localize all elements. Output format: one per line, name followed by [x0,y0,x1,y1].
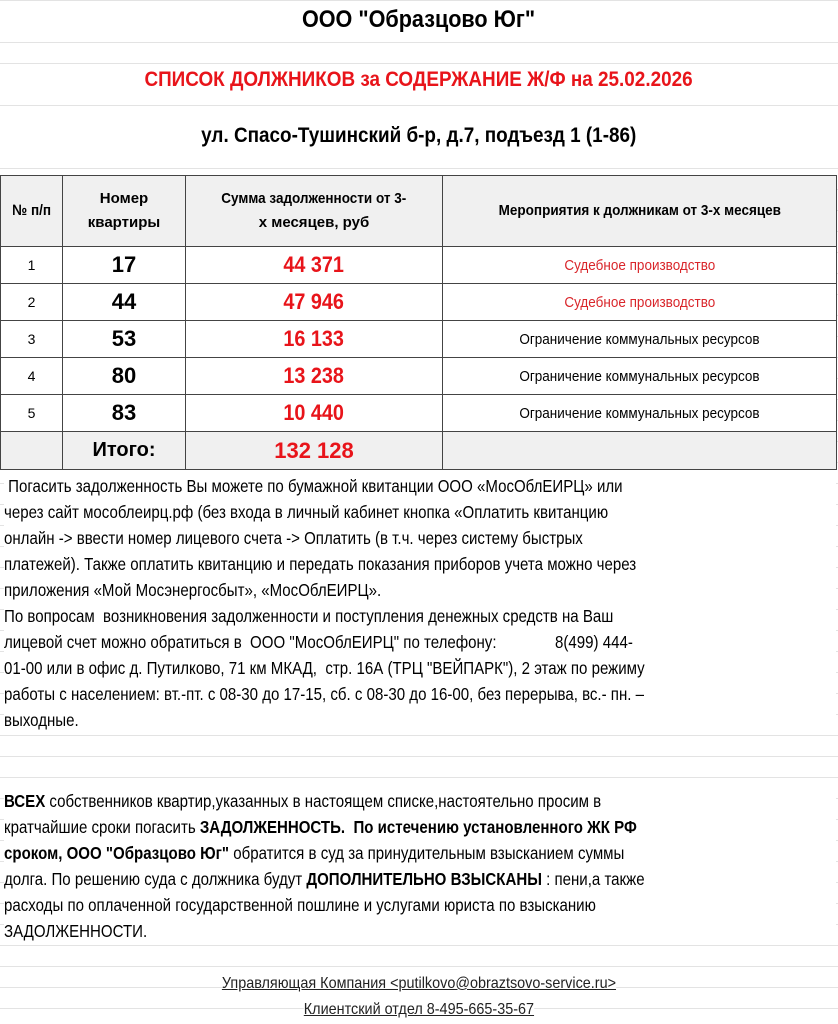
text: : пени,а также [541,869,645,889]
row-num: 5 [0,394,63,432]
text: Погасить задолженность Вы можете по бума… [4,476,623,496]
paragraph-line: платежей). Также оплатить квитанцию и пе… [4,551,720,577]
row-apartment: 83 [62,394,186,432]
table-row: 5 83 10 440 Ограничение коммунальных ресурс… [0,394,837,432]
text: онлайн -> ввести номер лицевого счета ->… [4,528,583,548]
paragraph-line: работы с населением: вт.-пт. с 08-30 до … [4,681,720,707]
text: работы с населением: вт.-пт. с 08-30 до … [4,684,644,704]
paragraph-line: долга. По решению суда с должника будут … [4,866,720,892]
text: По вопросам возникновения задолженности … [4,606,614,626]
paragraph-line: онлайн -> ввести номер лицевого счета ->… [4,525,720,551]
row-sum: 13 238 [185,357,443,395]
row-apartment: 17 [62,246,186,284]
header-apartment: Номер квартиры [62,175,186,247]
company-email-link[interactable]: Управляющая Компания <putilkovo@obraztso… [221,975,617,993]
paragraph-line: через сайт мособлеирц.рф (без входа в ли… [4,499,720,525]
paragraph-line: По вопросам возникновения задолженности … [4,603,720,629]
header-action: Мероприятия к должникам от 3-х месяцев [442,175,837,247]
table-row: 3 53 16 133 Ограничение коммунальных ресурс… [0,320,837,358]
client-dept-phone: Клиентский отдел 8-495-665-35-67 [303,1001,535,1019]
paragraph-line: выходные. [4,707,720,733]
title-text: ООО "Образцово Юг" [302,6,536,33]
paragraph-line: приложения «Мой Мосэнергосбыт», «МосОблЕ… [4,577,720,603]
row-sum: 16 133 [185,320,443,358]
row-action: Ограничение коммунальных ресурсов [442,357,837,395]
table-row: 2 44 47 946 Судебное производство [0,283,837,321]
footer-company: Управляющая Компания <putilkovo@obraztso… [0,975,838,993]
header-sum: Сумма задолженности от 3- х месяцев, руб [185,175,443,247]
bold-text: сроком, ООО "Образцово Юг" [4,843,230,863]
row-action: Судебное производство [442,246,837,284]
bold-text: ВСЕХ [4,791,46,811]
text: обратится в суд за принудительным взыска… [229,843,625,863]
paragraph-line: кратчайшие сроки погасить ЗАДОЛЖЕННОСТЬ.… [4,814,720,840]
text: расходы по оплаченной государственной по… [4,895,596,915]
paragraph-line: сроком, ООО "Образцово Юг" обратится в с… [4,840,720,866]
list-subtitle: СПИСОК ДОЛЖНИКОВ за СОДЕРЖАНИЕ Ж/Ф на 25… [0,68,838,92]
text: 01-00 или в офис д. Путилково, 71 км МКА… [4,658,645,678]
row-apartment: 53 [62,320,186,358]
row-action: Ограничение коммунальных ресурсов [442,394,837,432]
paragraph-line: 01-00 или в офис д. Путилково, 71 км МКА… [4,655,720,681]
total-empty [0,431,63,470]
text: лицевой счет можно обратиться в ООО "Мос… [4,632,633,652]
row-num: 2 [0,283,63,321]
text: платежей). Также оплатить квитанцию и пе… [4,554,637,574]
page-title: ООО "Образцово Юг" [0,6,838,34]
header-num: № п/п [0,175,63,247]
total-label: Итого: [62,431,186,470]
address-text: ул. Спасо-Тушинский б-р, д.7, подъезд 1 … [201,124,637,147]
payment-info-paragraph: Погасить задолженность Вы можете по бума… [4,473,836,733]
total-sum: 132 128 [185,431,443,470]
text: через сайт мособлеирц.рф (без входа в ли… [4,502,609,522]
paragraph-line: лицевой счет можно обратиться в ООО "Мос… [4,629,720,655]
table-header-row: № п/п Номер квартиры Сумма задолженности … [0,175,837,247]
bold-text: ДОПОЛНИТЕЛЬНО ВЗЫСКАНЫ [306,869,542,889]
text: собственников квартир,указанных в настоя… [45,791,602,811]
warning-paragraph: ВСЕХ собственников квартир,указанных в н… [4,788,836,944]
paragraph-line: Погасить задолженность Вы можете по бума… [4,473,720,499]
row-apartment: 80 [62,357,186,395]
row-num: 3 [0,320,63,358]
bold-text: ЗАДОЛЖЕННОСТЬ. По истечению установленно… [199,817,637,837]
table-row: 4 80 13 238 Ограничение коммунальных ресурс… [0,357,837,395]
total-empty-action [442,431,837,470]
text: долга. По решению суда с должника будут [4,869,307,889]
address: ул. Спасо-Тушинский б-р, д.7, подъезд 1 … [0,124,838,148]
text: приложения «Мой Мосэнергосбыт», «МосОблЕ… [4,580,382,600]
paragraph-line: ЗАДОЛЖЕННОСТИ. [4,918,720,944]
footer-client-dept: Клиентский отдел 8-495-665-35-67 [0,1001,838,1019]
paragraph-line: расходы по оплаченной государственной по… [4,892,720,918]
table-row: 1 17 44 371 Судебное производство [0,246,837,284]
row-action: Ограничение коммунальных ресурсов [442,320,837,358]
paragraph-line: ВСЕХ собственников квартир,указанных в н… [4,788,720,814]
table-total-row: Итого: 132 128 [0,431,837,470]
row-action: Судебное производство [442,283,837,321]
debtors-table: № п/п Номер квартиры Сумма задолженности … [0,175,837,470]
text: выходные. [4,710,79,730]
row-num: 4 [0,357,63,395]
text: ЗАДОЛЖЕННОСТИ. [4,921,148,941]
text: кратчайшие сроки погасить [4,817,200,837]
row-apartment: 44 [62,283,186,321]
row-sum: 44 371 [185,246,443,284]
row-sum: 47 946 [185,283,443,321]
row-sum: 10 440 [185,394,443,432]
subtitle-text: СПИСОК ДОЛЖНИКОВ за СОДЕРЖАНИЕ Ж/Ф на 25… [144,68,694,91]
row-num: 1 [0,246,63,284]
